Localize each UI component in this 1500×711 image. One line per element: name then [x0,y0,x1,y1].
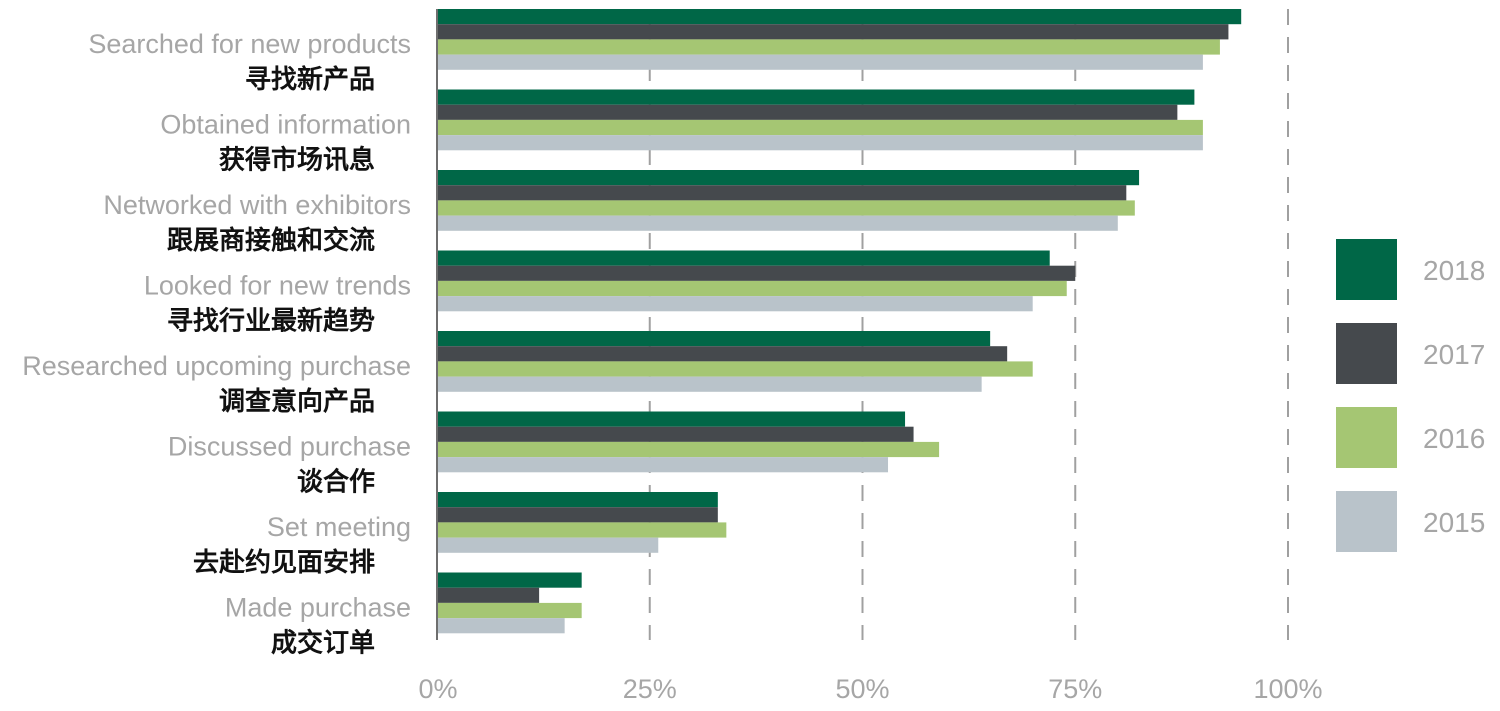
category-label-zh: 寻找新产品 [245,64,375,95]
legend-label-2017: 2017 [1423,339,1485,370]
bar-2016-1 [437,119,1203,136]
bar-2018-7 [437,572,582,588]
legend-swatch-2016 [1336,407,1397,468]
bar-2016-5 [437,441,940,458]
bar-2015-5 [437,457,889,473]
bar-2016-6 [437,522,727,538]
bar-2018-4 [437,331,991,347]
bars [437,9,1242,634]
bar-2016-2 [437,200,1135,216]
bar-2015-3 [437,296,1033,312]
bar-2017-4 [437,346,1008,362]
category-label-zh: 成交订单 [271,628,375,659]
category-label-zh: 寻找行业最新趋势 [167,306,375,337]
bar-2015-0 [437,54,1203,70]
category-label-en: Set meeting [267,512,411,542]
category-labels: Searched for new products 寻找新产品 Obtained i… [22,29,411,659]
bar-2017-3 [437,265,1076,281]
category-label-en: Looked for new trends [144,271,411,301]
legend-label-2018: 2018 [1423,255,1485,286]
bar-2018-3 [437,250,1050,266]
bar-2016-3 [437,280,1067,297]
category-label-en: Researched upcoming purchase [22,351,411,381]
bar-2015-4 [437,376,982,392]
bar-2018-2 [437,170,1140,186]
bar-2016-0 [437,39,1220,55]
bar-2018-6 [437,492,718,508]
legend-label-2015: 2015 [1423,507,1485,538]
category-label-zh: 跟展商接触和交流 [167,225,375,256]
grid-lines [648,9,1289,640]
x-axis-ticks: 0% 25% 50% 75% 100% [418,674,1322,704]
legend-swatch-2017 [1336,323,1397,384]
bar-2017-6 [437,507,718,523]
bar-2015-6 [437,537,659,553]
category-label-en: Made purchase [225,593,411,623]
legend-label-2016: 2016 [1423,423,1485,454]
category-label-zh: 去赴约见面安排 [193,547,375,578]
bar-2017-0 [437,24,1229,40]
category-label-en: Obtained information [160,110,411,140]
category-label-zh: 获得市场讯息 [219,145,375,176]
bar-2017-7 [437,587,540,603]
bar-2015-7 [437,618,565,634]
bar-2017-5 [437,426,914,442]
bar-2018-0 [437,9,1242,25]
tick-label-75: 75% [1048,674,1102,704]
bar-2017-1 [437,104,1178,120]
category-label-zh: 调查意向产品 [219,386,375,417]
category-label-zh: 谈合作 [297,467,375,498]
tick-label-50: 50% [835,674,889,704]
bar-2015-1 [437,135,1203,151]
legend: 2018 2017 2016 2015 [1336,239,1485,552]
category-label-en: Discussed purchase [168,432,411,462]
bar-2017-2 [437,185,1127,201]
tick-label-100: 100% [1253,674,1322,704]
category-label-en: Searched for new products [88,29,411,59]
legend-swatch-2015 [1336,491,1397,552]
tick-label-25: 25% [623,674,677,704]
category-label-en: Networked with exhibitors [103,190,411,220]
bar-2018-1 [437,89,1195,105]
legend-swatch-2018 [1336,239,1397,300]
bar-2016-7 [437,602,582,619]
bar-2016-4 [437,361,1033,377]
tick-label-0: 0% [418,674,457,704]
bar-2018-5 [437,411,906,427]
bar-2015-2 [437,215,1118,231]
